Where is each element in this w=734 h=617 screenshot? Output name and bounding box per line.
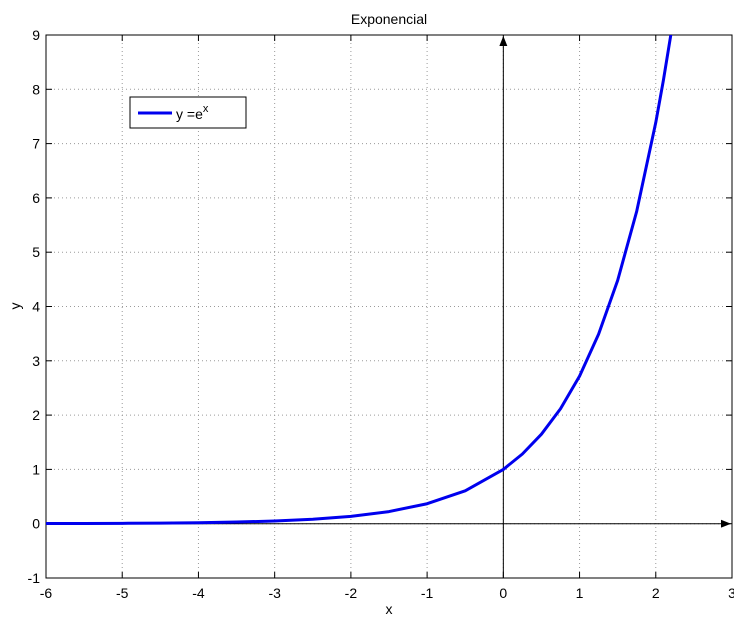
y-axis-label: y	[7, 303, 23, 310]
x-tick-label: -1	[421, 585, 434, 601]
x-tick-label: -5	[116, 585, 129, 601]
y-tick-label: 0	[32, 516, 40, 532]
x-tick-label: -4	[192, 585, 205, 601]
x-tick-label: 0	[499, 585, 507, 601]
y-tick-label: 1	[32, 461, 40, 477]
series-line-exp	[46, 35, 673, 526]
legend-label-exponent: x	[203, 103, 209, 115]
x-tick-label: 2	[652, 585, 660, 601]
y-tick-label: 4	[32, 299, 40, 315]
x-tick-label: -3	[268, 585, 281, 601]
chart-title: Exponencial	[351, 11, 427, 27]
y-tick-label: 7	[32, 136, 40, 152]
x-axis-label: x	[386, 601, 393, 617]
y-tick-label: 3	[32, 353, 40, 369]
y-tick-label: 6	[32, 190, 40, 206]
y-tick-label: 9	[32, 27, 40, 43]
legend-label-base: y =e	[176, 106, 203, 122]
y-tick-label: 2	[32, 407, 40, 423]
y-tick-label: -1	[28, 570, 41, 586]
legend: y =ex	[129, 96, 247, 129]
x-tick-label: -2	[345, 585, 358, 601]
x-tick-label: 1	[576, 585, 584, 601]
ticks: -6 -5 -4 -3 -2 -1 0 1 2 3 -1 0 1 2 3 4 5 6 7 8 9	[28, 27, 734, 601]
y-tick-label: 5	[32, 244, 40, 260]
y-tick-label: 8	[32, 81, 40, 97]
series	[46, 35, 673, 526]
x-tick-label: -6	[40, 585, 53, 601]
legend-label: y =ex	[176, 103, 209, 122]
x-tick-label: 3	[728, 585, 734, 601]
